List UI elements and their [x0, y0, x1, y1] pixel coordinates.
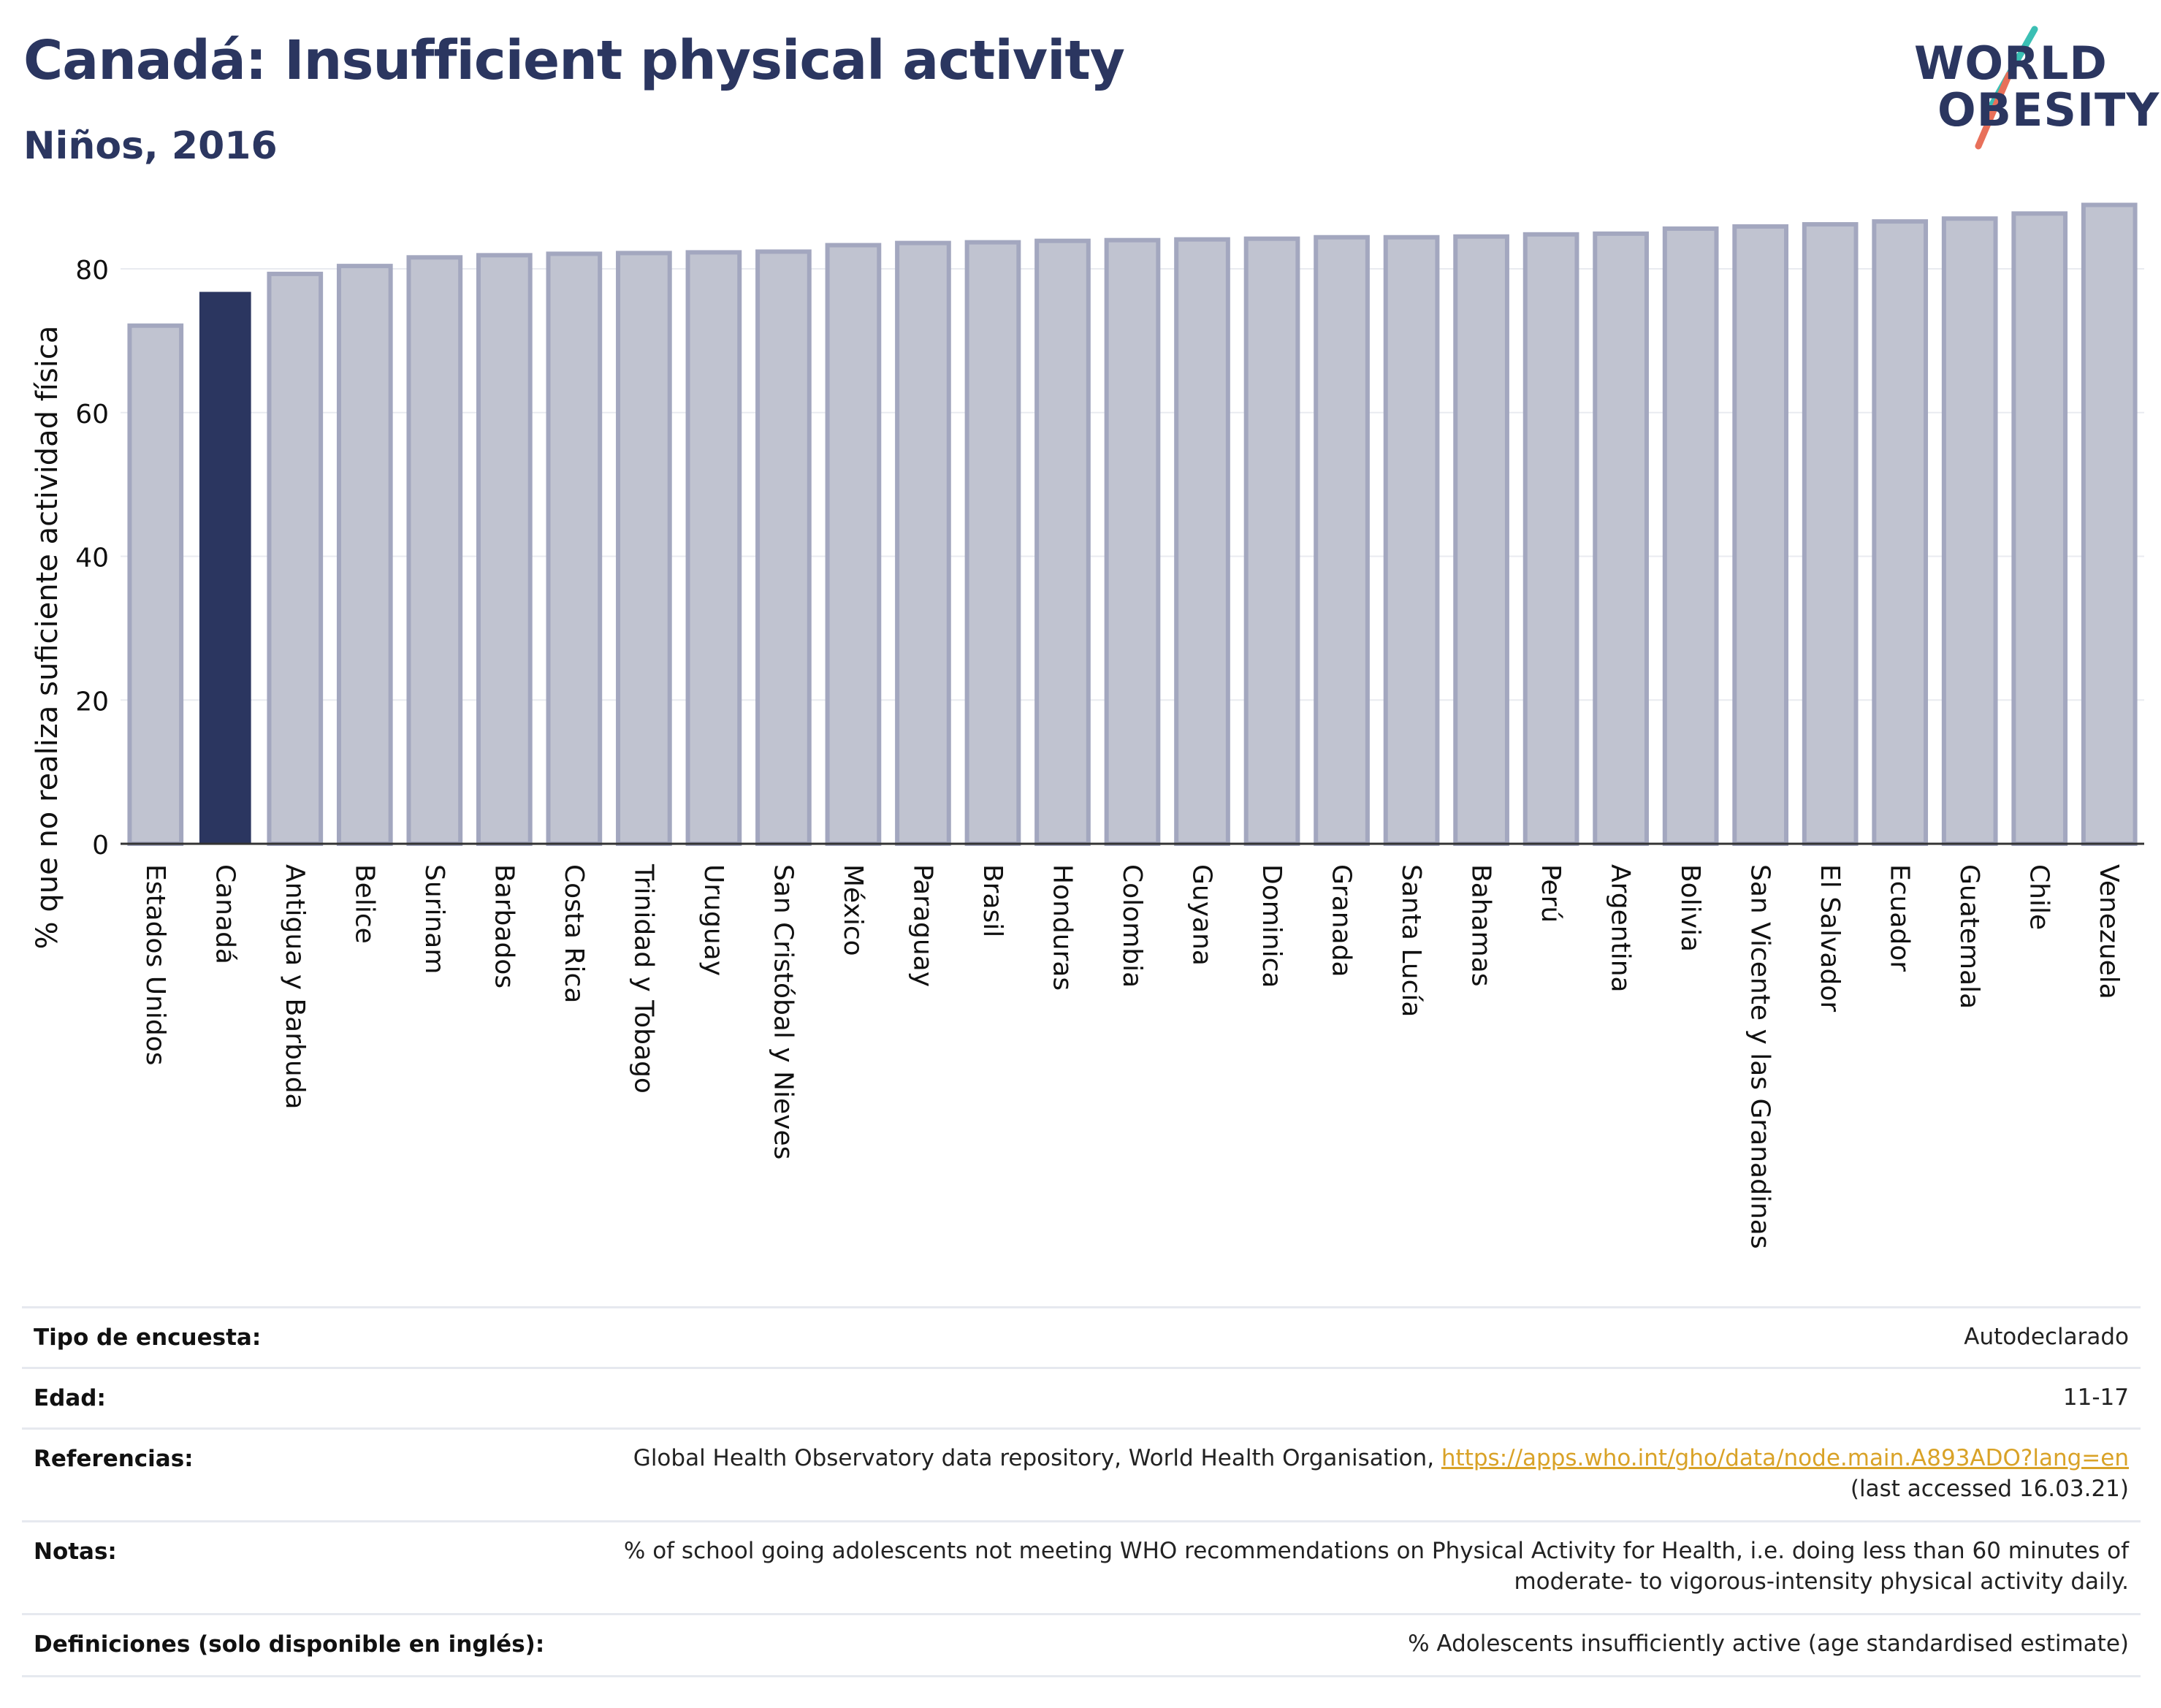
notes-line2: moderate- to vigorous-intensity physical… [1514, 1568, 2129, 1595]
info-value: 11-17 [2062, 1384, 2129, 1411]
x-tick-label: Chile [2024, 864, 2054, 930]
x-tick-label: Honduras [1047, 864, 1077, 991]
reference-link[interactable]: https://apps.who.int/gho/data/node.main.… [1441, 1445, 2129, 1471]
bar-paraguay [895, 240, 951, 846]
info-value: % Adolescents insufficiently active (age… [1408, 1631, 2129, 1657]
info-value: % of school going adolescents not meetin… [624, 1536, 2129, 1597]
y-tick-label: 0 [92, 831, 109, 861]
info-row-references: Referencias: Global Health Observatory d… [22, 1427, 2141, 1520]
bar-belice [336, 264, 393, 846]
x-tick-label: Dominica [1257, 864, 1287, 988]
y-axis-label: % que no realiza suficiente actividad fí… [31, 326, 64, 950]
x-tick-label: Santa Lucía [1396, 864, 1426, 1017]
info-value: Autodeclarado [1964, 1324, 2129, 1350]
bar-canad- [199, 291, 251, 844]
reference-text: Global Health Observatory data repositor… [633, 1445, 1441, 1471]
bar-brasil [964, 240, 1021, 846]
bar-granada [1314, 235, 1370, 846]
x-tick-label: Perú [1536, 864, 1566, 923]
x-tick-label: Bahamas [1466, 864, 1496, 987]
x-tick-label: Guyana [1187, 864, 1217, 966]
x-tick-label: Venezuela [2094, 864, 2124, 999]
x-tick-label: El Salvador [1815, 864, 1845, 1012]
bar-per- [1522, 232, 1579, 846]
x-tick-label: Barbados [489, 864, 519, 988]
page-subtitle: Niños, 2016 [23, 124, 278, 168]
bar-venezuela [2081, 202, 2138, 846]
info-label: Referencias: [34, 1446, 194, 1472]
bar-san-vicente-y-las-granadinas [1732, 224, 1788, 846]
bar-antigua-y-barbuda [267, 271, 324, 847]
y-tick-label: 20 [75, 687, 109, 717]
info-table: Tipo de encuesta: Autodeclarado Edad: 11… [22, 1306, 2141, 1677]
bar-bolivia [1662, 226, 1719, 846]
x-tick-label: Canadá [210, 864, 240, 964]
x-tick-label: Bolivia [1675, 864, 1705, 952]
info-row-age: Edad: 11-17 [22, 1367, 2141, 1427]
logo-line1: WORLD [1914, 37, 2108, 90]
x-tick-label: México [838, 864, 868, 956]
x-tick-label: Granada [1327, 864, 1357, 977]
bar-uruguay [685, 250, 742, 847]
x-tick-label: Uruguay [698, 864, 728, 976]
bar-trinidad-y-tobago [616, 251, 672, 846]
x-tick-label: Brasil [977, 864, 1007, 937]
x-tick-label: Colombia [1117, 864, 1147, 988]
x-tick-label: San Vicente y las Granadinas [1745, 864, 1775, 1249]
info-label: Definiciones (solo disponible en inglés)… [34, 1631, 545, 1658]
x-tick-label: Costa Rica [559, 864, 589, 1003]
notes-line1: % of school going adolescents not meetin… [623, 1538, 2129, 1564]
bar-argentina [1593, 231, 1649, 846]
bar-costa-rica [546, 251, 603, 846]
x-tick-label: Argentina [1606, 864, 1636, 993]
x-tick-label: Guatemala [1954, 864, 1984, 1009]
x-tick-label: Ecuador [1885, 864, 1915, 972]
x-tick-label: Antigua y Barbuda [280, 864, 310, 1110]
bar-el-salvador [1802, 222, 1859, 847]
info-label: Edad: [34, 1385, 106, 1411]
info-label: Notas: [34, 1539, 117, 1565]
info-row-survey-type: Tipo de encuesta: Autodeclarado [22, 1306, 2141, 1367]
page-title: Canadá: Insufficient physical activity [23, 29, 1125, 92]
x-tick-label: Belice [349, 864, 379, 944]
bar-m-xico [825, 243, 882, 846]
y-tick-label: 40 [75, 544, 109, 573]
bar-santa-luc-a [1383, 235, 1440, 846]
bar-guatemala [1941, 216, 1998, 847]
info-label: Tipo de encuesta: [34, 1324, 262, 1351]
bar-honduras [1034, 238, 1091, 847]
x-tick-label: Trinidad y Tobago [628, 863, 658, 1094]
bar-estados-unidos [127, 323, 184, 846]
info-row-definitions: Definiciones (solo disponible en inglés)… [22, 1613, 2141, 1677]
info-value: Global Health Observatory data repositor… [633, 1443, 2129, 1504]
x-tick-label: San Cristóbal y Nieves [768, 864, 798, 1159]
y-tick-label: 80 [75, 256, 109, 286]
bar-dominica [1243, 236, 1300, 846]
bar-chart: 0 20 40 60 80 Estados Unidos Canadá Antigua y B… [31, 202, 2144, 1249]
bar-guyana [1174, 237, 1230, 846]
bar-bahamas [1453, 234, 1509, 846]
logo-line2: OBESITY [1937, 83, 2160, 137]
info-row-notes: Notas: % of school going adolescents not… [22, 1520, 2141, 1613]
logo-slash-icon [1975, 26, 2038, 150]
x-tick-label: Paraguay [907, 864, 937, 987]
world-obesity-logo: WORLD OBESITY [1899, 22, 2159, 153]
reference-accessed: (last accessed 16.03.21) [1850, 1476, 2129, 1502]
bar-barbados [476, 253, 533, 846]
bar-ecuador [1872, 219, 1929, 846]
x-tick-label: Surinam [419, 864, 449, 974]
bar-surinam [406, 255, 463, 847]
bar-san-crist-bal-y-nieves [755, 249, 812, 847]
y-tick-label: 60 [75, 400, 109, 430]
bar-chile [2011, 211, 2068, 847]
x-tick-label: Estados Unidos [140, 864, 170, 1066]
bar-colombia [1104, 237, 1161, 846]
